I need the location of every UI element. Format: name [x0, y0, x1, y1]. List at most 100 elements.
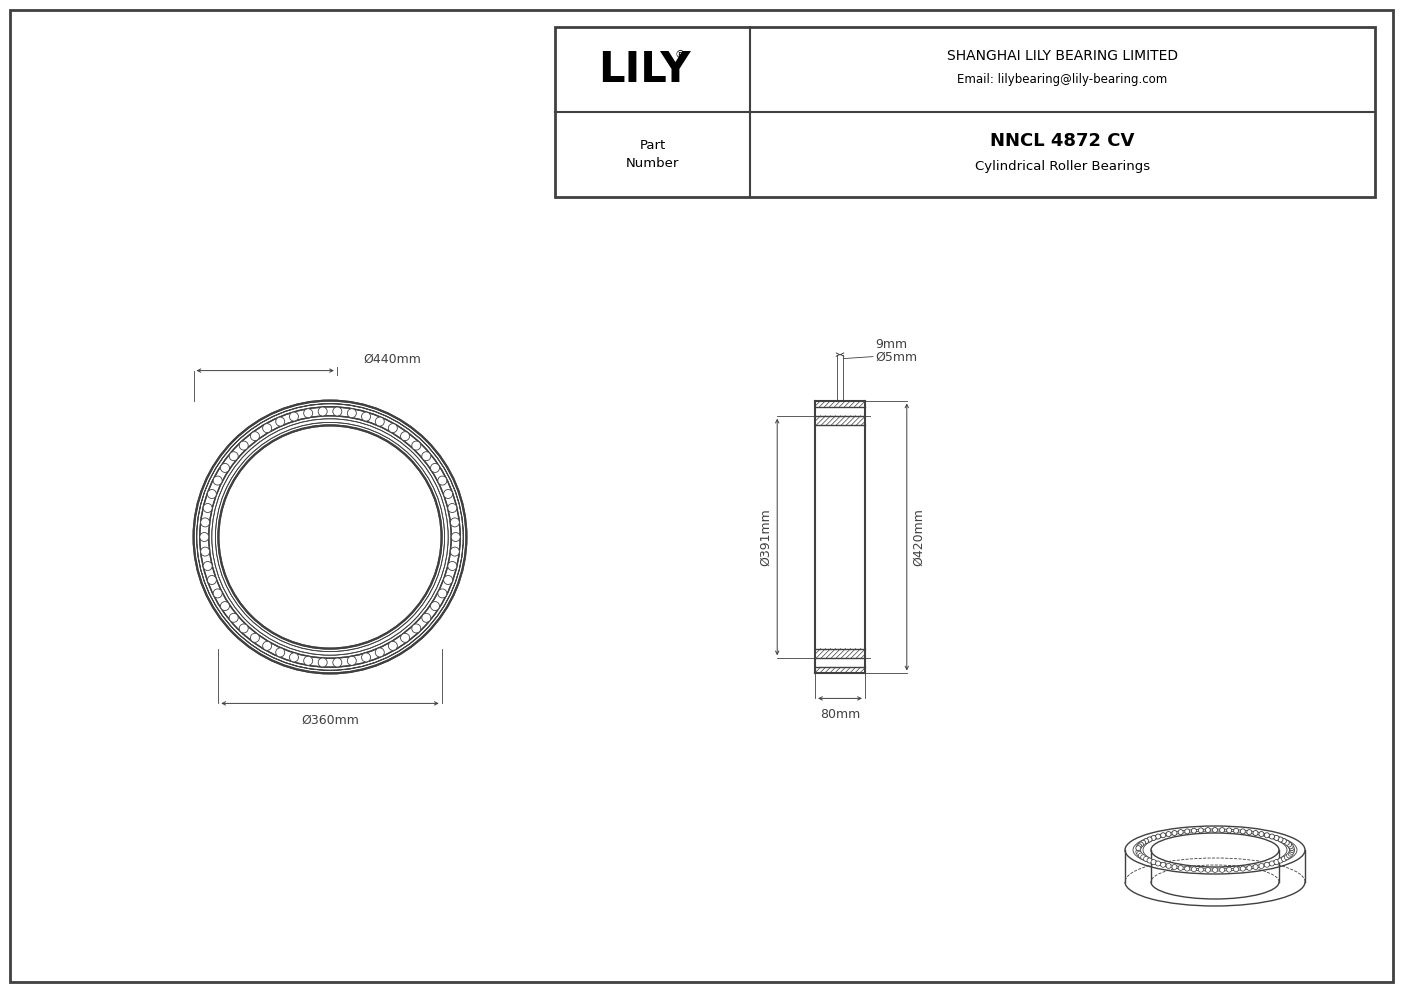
Circle shape: [1247, 865, 1251, 870]
Circle shape: [411, 441, 421, 450]
Text: Part
Number: Part Number: [626, 139, 679, 170]
Circle shape: [448, 504, 457, 513]
Circle shape: [1143, 838, 1149, 843]
Circle shape: [240, 441, 248, 450]
Circle shape: [401, 432, 410, 440]
Circle shape: [333, 658, 342, 667]
Circle shape: [201, 518, 209, 527]
Circle shape: [1148, 858, 1152, 863]
Circle shape: [1289, 845, 1294, 851]
Circle shape: [318, 407, 327, 416]
Circle shape: [220, 463, 230, 472]
Bar: [815, 401, 864, 407]
Circle shape: [1284, 855, 1289, 860]
Text: Ø391mm: Ø391mm: [759, 508, 772, 565]
Circle shape: [375, 648, 384, 657]
Circle shape: [1281, 856, 1287, 861]
Bar: [556, 27, 1375, 197]
Circle shape: [448, 561, 457, 570]
Circle shape: [348, 409, 356, 418]
Circle shape: [1264, 862, 1270, 867]
Circle shape: [422, 613, 431, 622]
Circle shape: [1172, 864, 1177, 870]
Circle shape: [1191, 867, 1197, 872]
Circle shape: [362, 653, 370, 662]
Circle shape: [219, 426, 442, 649]
Circle shape: [1219, 827, 1225, 832]
Bar: [814, 399, 867, 676]
Circle shape: [199, 407, 460, 668]
Circle shape: [443, 489, 453, 499]
Circle shape: [1136, 849, 1141, 854]
Circle shape: [1150, 859, 1156, 865]
Circle shape: [1141, 840, 1146, 845]
Circle shape: [1253, 830, 1258, 835]
Circle shape: [1184, 829, 1190, 834]
Circle shape: [1138, 842, 1143, 847]
Text: LILY: LILY: [598, 49, 690, 90]
Circle shape: [251, 633, 260, 643]
Circle shape: [1270, 861, 1274, 866]
Circle shape: [1288, 844, 1294, 849]
Circle shape: [1287, 853, 1292, 858]
Circle shape: [443, 575, 453, 584]
Circle shape: [1179, 829, 1183, 834]
Circle shape: [452, 533, 460, 542]
Text: Ø440mm: Ø440mm: [363, 352, 421, 366]
Text: 9mm: 9mm: [875, 338, 908, 351]
Circle shape: [1258, 831, 1264, 836]
Circle shape: [1247, 829, 1251, 834]
Circle shape: [1264, 832, 1270, 837]
Circle shape: [1179, 865, 1183, 870]
Circle shape: [262, 424, 272, 433]
Circle shape: [1289, 849, 1294, 854]
Circle shape: [1205, 867, 1211, 872]
Circle shape: [422, 451, 431, 460]
Circle shape: [303, 657, 313, 666]
Circle shape: [1212, 867, 1218, 873]
Circle shape: [1148, 837, 1152, 842]
Circle shape: [450, 518, 459, 527]
Circle shape: [201, 548, 209, 557]
Circle shape: [438, 589, 446, 598]
Circle shape: [1278, 837, 1282, 842]
Circle shape: [1253, 864, 1258, 870]
Circle shape: [318, 658, 327, 667]
Circle shape: [1284, 840, 1289, 845]
Circle shape: [431, 601, 439, 610]
Circle shape: [1219, 867, 1225, 872]
Circle shape: [303, 409, 313, 418]
Circle shape: [199, 533, 209, 542]
Bar: [1120, 821, 1310, 911]
Circle shape: [203, 561, 212, 570]
Text: NNCL 4872 CV: NNCL 4872 CV: [991, 133, 1135, 151]
Circle shape: [401, 633, 410, 643]
Bar: [815, 416, 864, 426]
Circle shape: [348, 657, 356, 666]
Bar: [815, 649, 864, 659]
Circle shape: [213, 589, 222, 598]
Circle shape: [1212, 827, 1218, 832]
Circle shape: [389, 642, 397, 651]
Circle shape: [438, 476, 446, 485]
Circle shape: [289, 412, 299, 421]
Text: Ø360mm: Ø360mm: [302, 713, 359, 726]
Circle shape: [1198, 867, 1204, 872]
Circle shape: [276, 417, 285, 427]
Circle shape: [1274, 859, 1280, 865]
Circle shape: [251, 432, 260, 440]
Text: Ø5mm: Ø5mm: [875, 351, 918, 364]
Circle shape: [362, 412, 370, 421]
Circle shape: [1270, 834, 1274, 839]
Circle shape: [1233, 867, 1239, 872]
Circle shape: [333, 407, 342, 416]
Circle shape: [240, 624, 248, 633]
Circle shape: [1278, 858, 1282, 863]
Circle shape: [1288, 851, 1294, 856]
Circle shape: [1205, 827, 1211, 832]
Circle shape: [431, 463, 439, 472]
Circle shape: [1141, 855, 1146, 860]
Text: ®: ®: [675, 51, 686, 61]
Circle shape: [203, 504, 212, 513]
Circle shape: [1150, 835, 1156, 840]
